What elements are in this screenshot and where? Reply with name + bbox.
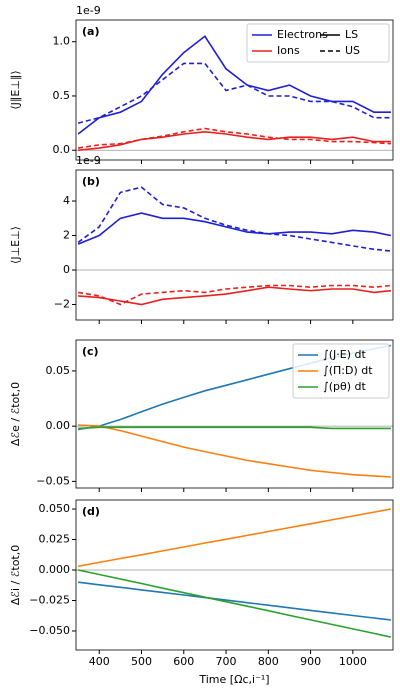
y-axis-label: ⟨J⊥E⊥⟩ xyxy=(9,226,22,264)
legend-label: US xyxy=(345,44,360,57)
data-line xyxy=(77,569,392,638)
y-tick-label: −0.05 xyxy=(36,474,70,487)
y-axis-label: Δℰe / ℰtot,0 xyxy=(9,382,22,446)
legend-label: Electrons xyxy=(277,28,328,41)
data-line xyxy=(78,426,391,430)
data-line xyxy=(78,286,391,306)
y-tick-label: 0.025 xyxy=(39,533,71,546)
y-tick-label: 0.050 xyxy=(39,502,71,515)
legend-label: ∫(Π:D) dt xyxy=(323,364,373,377)
x-tick-label: 800 xyxy=(258,655,279,668)
data-line xyxy=(77,35,391,135)
axes-frame xyxy=(75,339,394,489)
x-tick-label: 600 xyxy=(173,655,194,668)
data-line xyxy=(78,581,391,621)
x-tick-label: 400 xyxy=(89,655,110,668)
panel-label: (c) xyxy=(82,345,99,358)
panel-label: (d) xyxy=(82,505,100,518)
data-line xyxy=(77,62,391,124)
y-tick-label: 0.00 xyxy=(46,419,71,432)
y-tick-label: −0.050 xyxy=(29,624,70,637)
y-tick-label: 0.000 xyxy=(39,563,71,576)
x-tick-label: 500 xyxy=(131,655,152,668)
panel-label: (b) xyxy=(82,175,100,188)
legend-box xyxy=(292,343,390,399)
offset-text: 1e-9 xyxy=(76,154,101,167)
legend-label: ∫(pθ) dt xyxy=(323,380,367,393)
data-line xyxy=(77,284,391,306)
data-line xyxy=(77,127,391,149)
legend-label: ∫(J·E) dt xyxy=(323,348,366,361)
y-tick-label: −2 xyxy=(54,297,70,310)
data-line xyxy=(77,212,392,245)
x-tick-label: 700 xyxy=(216,655,237,668)
y-axis-label: Δℰi / ℰtot,0 xyxy=(9,545,22,605)
data-line xyxy=(77,186,391,252)
y-tick-label: 0.5 xyxy=(53,89,71,102)
data-line xyxy=(78,424,391,478)
axes-frame xyxy=(75,169,394,321)
legend-label: LS xyxy=(345,28,358,41)
panel-label: (a) xyxy=(82,25,99,38)
y-tick-label: 4 xyxy=(63,194,70,207)
axes-frame xyxy=(75,499,394,651)
x-tick-label: 1000 xyxy=(339,655,367,668)
y-tick-label: 1.0 xyxy=(53,35,71,48)
x-axis-label: Time [Ωc,i⁻¹] xyxy=(198,673,269,686)
data-line xyxy=(77,508,392,568)
y-tick-label: 0 xyxy=(63,263,70,276)
axes-frame xyxy=(75,19,394,161)
x-tick-label: 900 xyxy=(300,655,321,668)
legend-label: Ions xyxy=(277,44,300,57)
y-tick-label: 2 xyxy=(63,229,70,242)
y-axis-label: ⟨J∥E⊥∥⟩ xyxy=(9,70,22,109)
y-tick-label: 0.05 xyxy=(46,364,71,377)
legend-box xyxy=(246,23,390,63)
data-line xyxy=(78,130,391,151)
offset-text: 1e-9 xyxy=(76,4,101,17)
y-tick-label: 0.0 xyxy=(53,143,71,156)
y-tick-label: −0.025 xyxy=(29,593,70,606)
